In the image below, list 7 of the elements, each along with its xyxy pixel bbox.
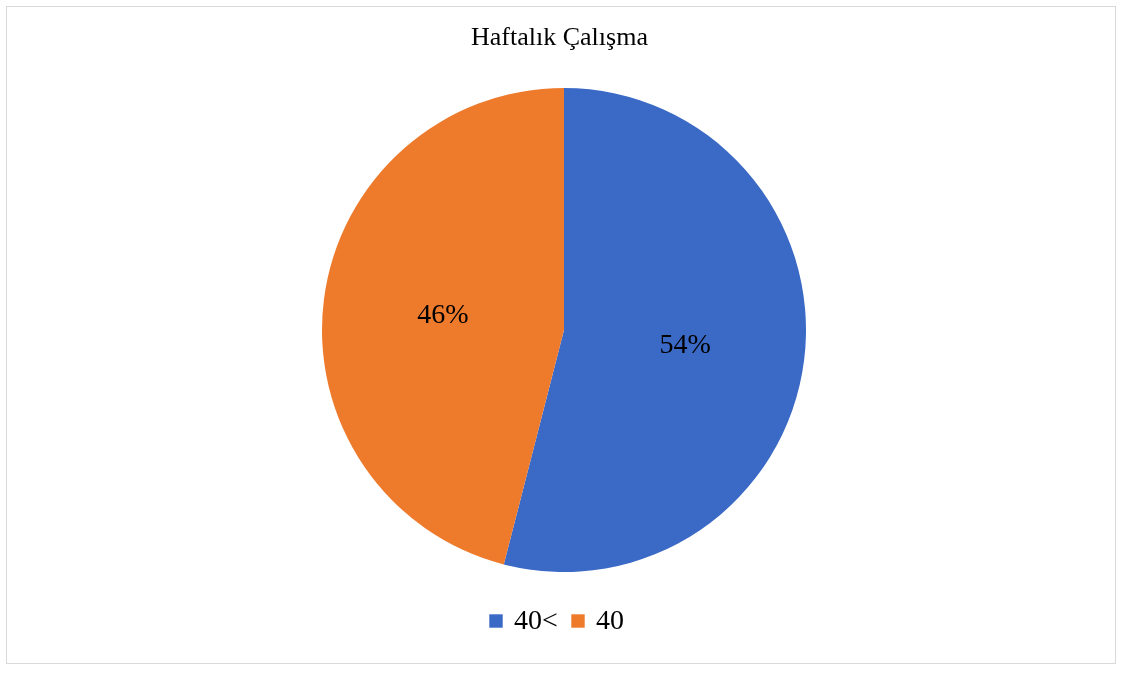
data-label: 54% [659,328,711,360]
legend-label: 40< [514,604,558,635]
data-label: 46% [417,297,469,329]
legend-label: 40 [596,604,624,635]
pie-slice [503,88,806,572]
chart-title: Haftalık Çalışma [471,22,649,51]
pie-slice [322,88,564,565]
